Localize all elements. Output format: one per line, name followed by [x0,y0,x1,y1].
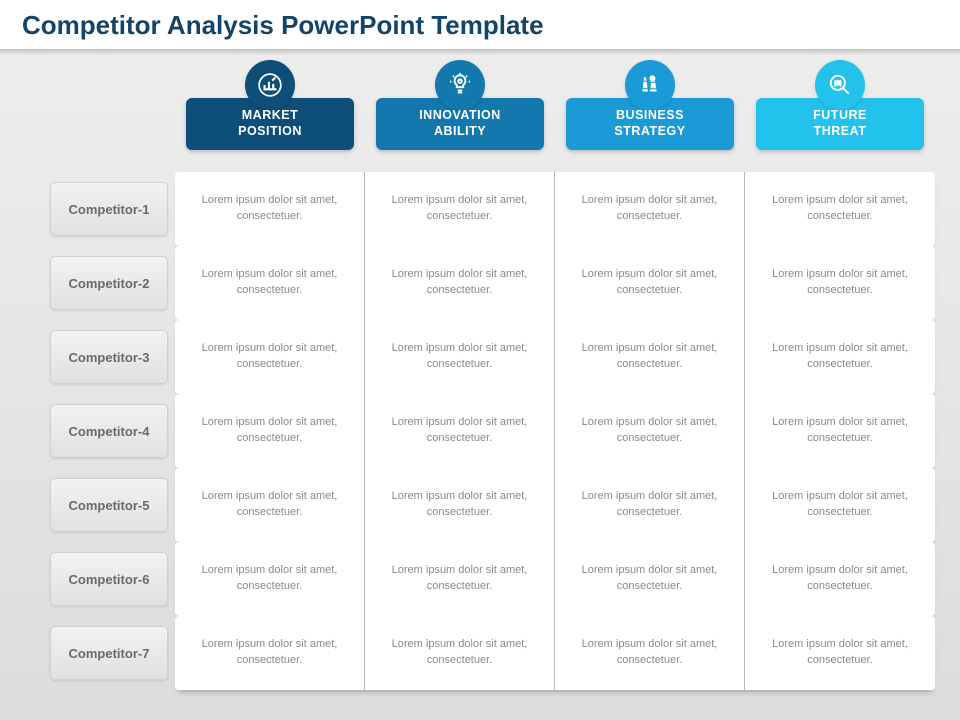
table-cell: Lorem ipsum dolor sit amet, consectetuer… [365,616,555,690]
page-title: Competitor Analysis PowerPoint Template [22,10,938,41]
table-cell: Lorem ipsum dolor sit amet, consectetuer… [175,394,365,468]
lightbulb-icon [435,60,485,110]
table-cell: Lorem ipsum dolor sit amet, consectetuer… [365,468,555,542]
row-label: Competitor-3 [50,330,168,384]
table-cell: Lorem ipsum dolor sit amet, consectetuer… [555,246,745,320]
column-innovation-ability: INNOVATION ABILITY [365,60,555,150]
table-cell: Lorem ipsum dolor sit amet, consectetuer… [555,172,745,246]
table-row: Competitor-4Lorem ipsum dolor sit amet, … [50,394,935,468]
row-cells: Lorem ipsum dolor sit amet, consectetuer… [175,468,935,542]
table-cell: Lorem ipsum dolor sit amet, consectetuer… [175,246,365,320]
table-row: Competitor-5Lorem ipsum dolor sit amet, … [50,468,935,542]
table-cell: Lorem ipsum dolor sit amet, consectetuer… [555,616,745,690]
row-label: Competitor-2 [50,256,168,310]
table-cell: Lorem ipsum dolor sit amet, consectetuer… [555,394,745,468]
column-business-strategy: BUSINESS STRATEGY [555,60,745,150]
row-cells: Lorem ipsum dolor sit amet, consectetuer… [175,542,935,616]
table-row: Competitor-3Lorem ipsum dolor sit amet, … [50,320,935,394]
title-bar: Competitor Analysis PowerPoint Template [0,0,960,49]
table-cell: Lorem ipsum dolor sit amet, consectetuer… [175,172,365,246]
row-label: Competitor-4 [50,404,168,458]
table-cell: Lorem ipsum dolor sit amet, consectetuer… [555,320,745,394]
table-cell: Lorem ipsum dolor sit amet, consectetuer… [745,320,935,394]
comparison-grid: Competitor-1Lorem ipsum dolor sit amet, … [50,172,935,690]
row-label: Competitor-5 [50,478,168,532]
table-cell: Lorem ipsum dolor sit amet, consectetuer… [745,468,935,542]
table-cell: Lorem ipsum dolor sit amet, consectetuer… [175,542,365,616]
row-cells: Lorem ipsum dolor sit amet, consectetuer… [175,172,935,246]
table-cell: Lorem ipsum dolor sit amet, consectetuer… [745,172,935,246]
bar-chart-icon [245,60,295,110]
table-row: Competitor-1Lorem ipsum dolor sit amet, … [50,172,935,246]
table-cell: Lorem ipsum dolor sit amet, consectetuer… [555,542,745,616]
table-cell: Lorem ipsum dolor sit amet, consectetuer… [365,320,555,394]
table-cell: Lorem ipsum dolor sit amet, consectetuer… [365,172,555,246]
table-cell: Lorem ipsum dolor sit amet, consectetuer… [745,394,935,468]
column-future-threat: FUTURE THREAT [745,60,935,150]
magnifier-bug-icon [815,60,865,110]
table-cell: Lorem ipsum dolor sit amet, consectetuer… [745,246,935,320]
table-cell: Lorem ipsum dolor sit amet, consectetuer… [745,616,935,690]
table-cell: Lorem ipsum dolor sit amet, consectetuer… [365,394,555,468]
table-cell: Lorem ipsum dolor sit amet, consectetuer… [175,468,365,542]
column-market-position: MARKET POSITION [175,60,365,150]
row-cells: Lorem ipsum dolor sit amet, consectetuer… [175,394,935,468]
table-row: Competitor-7Lorem ipsum dolor sit amet, … [50,616,935,690]
column-headers: MARKET POSITION INNOVATION ABILITY BUSIN… [175,60,935,150]
chess-icon [625,60,675,110]
table-cell: Lorem ipsum dolor sit amet, consectetuer… [365,246,555,320]
row-label: Competitor-6 [50,552,168,606]
table-cell: Lorem ipsum dolor sit amet, consectetuer… [555,468,745,542]
table-cell: Lorem ipsum dolor sit amet, consectetuer… [745,542,935,616]
row-cells: Lorem ipsum dolor sit amet, consectetuer… [175,616,935,690]
table-cell: Lorem ipsum dolor sit amet, consectetuer… [175,320,365,394]
table-cell: Lorem ipsum dolor sit amet, consectetuer… [365,542,555,616]
slide-body: MARKET POSITION INNOVATION ABILITY BUSIN… [0,54,960,720]
table-cell: Lorem ipsum dolor sit amet, consectetuer… [175,616,365,690]
row-label: Competitor-7 [50,626,168,680]
table-row: Competitor-2Lorem ipsum dolor sit amet, … [50,246,935,320]
row-label: Competitor-1 [50,182,168,236]
table-row: Competitor-6Lorem ipsum dolor sit amet, … [50,542,935,616]
row-cells: Lorem ipsum dolor sit amet, consectetuer… [175,320,935,394]
row-cells: Lorem ipsum dolor sit amet, consectetuer… [175,246,935,320]
